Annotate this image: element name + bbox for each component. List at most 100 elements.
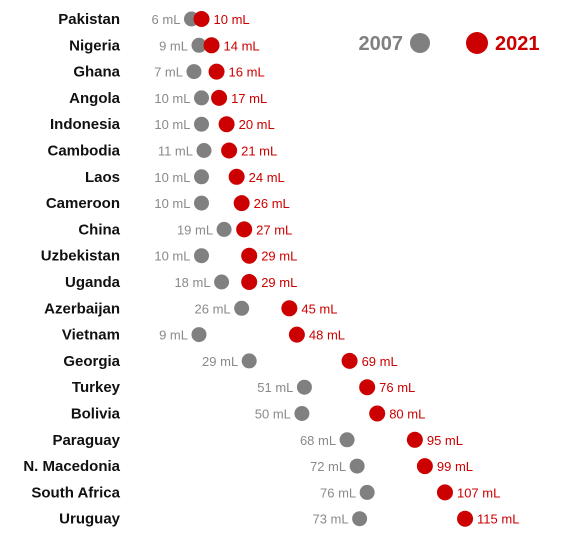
value-label-2007: 10 mL [154, 117, 190, 132]
marker-2007 [294, 406, 310, 421]
marker-2007 [352, 511, 368, 527]
value-label-2021: 115 mL [477, 512, 519, 527]
marker-2007 [194, 116, 209, 132]
marker-2007 [194, 169, 209, 185]
country-label: Angola [69, 90, 120, 107]
value-label-2021: 10 mL [214, 12, 250, 27]
value-label-2021: 27 mL [256, 222, 292, 237]
row-cambodia: Cambodia 11 mL 21 mL [47, 142, 277, 160]
row-paraguay: Paraguay 68 mL 95 mL [52, 431, 463, 449]
marker-2007 [296, 379, 312, 395]
country-label: Cameroon [46, 195, 120, 212]
marker-2021 [218, 116, 235, 133]
marker-2007 [191, 37, 207, 53]
country-label: Paraguay [52, 432, 120, 449]
marker-2007 [359, 484, 375, 500]
value-label-2021: 45 mL [301, 301, 337, 316]
marker-2007 [194, 248, 209, 264]
row-georgia: Georgia 29 mL 69 mL [63, 352, 398, 370]
marker-2007 [241, 353, 257, 369]
legend-marker-2021 [466, 32, 488, 54]
country-label: Ghana [73, 64, 120, 81]
value-label-2021: 80 mL [389, 407, 425, 422]
row-ghana: Ghana 7 mL 16 mL [73, 63, 265, 81]
country-label: China [78, 221, 120, 238]
value-label-2007: 68 mL [300, 433, 336, 448]
country-label: Azerbaijan [44, 300, 120, 317]
value-label-2021: 17 mL [231, 91, 267, 106]
row-uganda: Uganda 18 mL 29 mL [65, 274, 297, 291]
country-label: Uganda [65, 274, 121, 291]
value-label-2007: 11 mL [158, 144, 193, 159]
marker-2021 [241, 274, 258, 290]
country-label: Pakistan [58, 11, 120, 28]
row-south-africa: South Africa 76 mL 107 mL [31, 484, 500, 501]
row-nigeria: Nigeria 9 mL 14 mL [69, 37, 260, 54]
value-label-2021: 21 mL [241, 144, 277, 159]
value-label-2007: 26 mL [195, 301, 231, 316]
value-label-2007: 51 mL [257, 380, 293, 395]
legend-label-2021: 2021 [495, 33, 540, 55]
row-turkey: Turkey 51 mL 76 mL [72, 379, 415, 396]
row-china: China 19 mL 27 mL [78, 221, 292, 238]
row-vietnam: Vietnam 9 mL 48 mL [62, 326, 345, 344]
value-label-2021: 107 mL [457, 485, 500, 500]
country-label: Nigeria [69, 37, 121, 54]
value-label-2021: 29 mL [261, 275, 297, 290]
marker-2021 [288, 326, 305, 343]
value-label-2007: 50 mL [255, 407, 291, 422]
value-label-2007: 10 mL [154, 196, 190, 211]
value-label-2007: 72 mL [310, 459, 346, 474]
marker-2021 [208, 63, 225, 80]
value-label-2007: 19 mL [177, 222, 213, 237]
value-label-2021: 20 mL [239, 117, 275, 132]
value-label-2021: 29 mL [261, 249, 297, 264]
marker-2021 [281, 300, 298, 317]
value-label-2021: 69 mL [362, 354, 398, 369]
value-label-2007: 10 mL [154, 249, 190, 264]
marker-2007 [191, 327, 207, 343]
value-label-2007: 10 mL [154, 170, 190, 185]
chart-rows: Pakistan 6 mL 10 mL Nigeria 9 mL 14 mL Ghana 7 … [23, 11, 519, 528]
value-label-2007: 76 mL [320, 485, 356, 500]
row-azerbaijan: Azerbaijan 26 mL 45 mL [44, 300, 337, 317]
value-label-2021: 48 mL [309, 328, 345, 343]
country-label: Uzbekistan [41, 248, 120, 265]
legend: 2007 2021 [359, 32, 540, 55]
marker-2007 [194, 195, 209, 211]
marker-2021 [221, 142, 238, 159]
country-label: Turkey [72, 379, 121, 396]
country-label: Georgia [63, 353, 120, 370]
marker-2021 [359, 379, 376, 396]
marker-2021 [228, 168, 245, 185]
marker-2007 [194, 90, 209, 106]
row-cameroon: Cameroon 10 mL 26 mL [46, 195, 290, 212]
value-label-2021: 24 mL [249, 170, 285, 185]
marker-2007 [216, 221, 232, 237]
value-label-2021: 26 mL [254, 196, 290, 211]
value-label-2021: 14 mL [224, 38, 260, 53]
value-label-2007: 18 mL [174, 275, 210, 290]
country-label: Bolivia [71, 406, 121, 423]
marker-2021 [416, 458, 433, 475]
legend-marker-2007 [410, 33, 430, 53]
value-label-2007: 7 mL [154, 65, 183, 80]
value-label-2007: 9 mL [159, 328, 188, 343]
country-label: Vietnam [62, 327, 120, 344]
row-indonesia: Indonesia 10 mL 20 mL [50, 116, 275, 133]
marker-2007 [339, 432, 355, 448]
country-label: Laos [85, 169, 120, 186]
row-laos: Laos 10 mL 24 mL [85, 168, 285, 186]
marker-2021 [233, 195, 250, 212]
row-n-macedonia: N. Macedonia 72 mL 99 mL [23, 458, 473, 475]
row-bolivia: Bolivia 50 mL 80 mL [71, 405, 425, 423]
value-label-2007: 10 mL [154, 91, 190, 106]
country-label: Indonesia [50, 116, 121, 133]
marker-2021 [241, 247, 258, 264]
value-label-2021: 16 mL [229, 65, 265, 80]
country-label: Uruguay [59, 511, 121, 528]
country-label: N. Macedonia [23, 458, 120, 475]
value-label-2007: 73 mL [312, 512, 348, 527]
